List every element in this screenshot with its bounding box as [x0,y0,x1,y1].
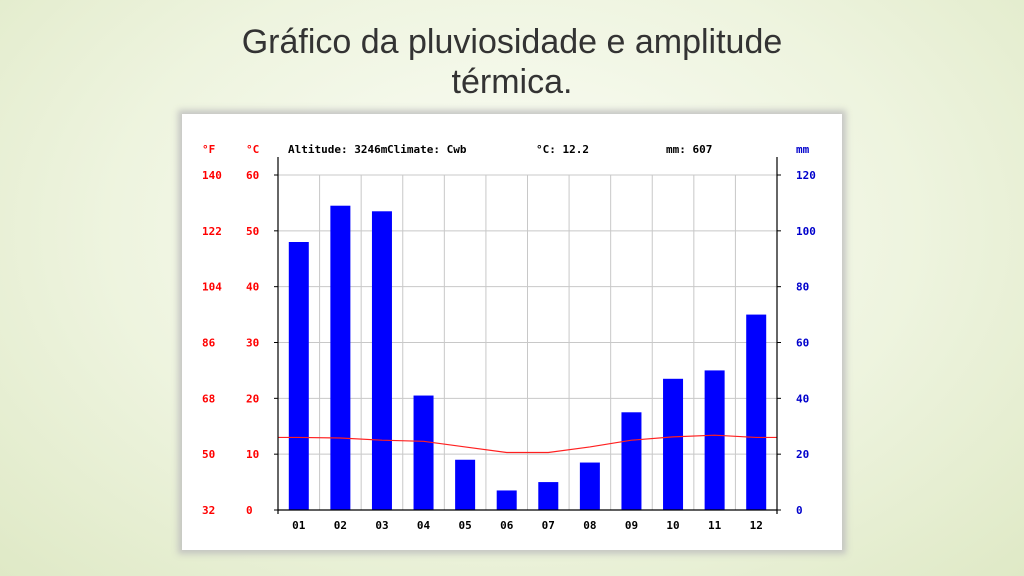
month-label: 07 [542,519,555,532]
rain-bar [455,459,476,510]
tick-label-mm: 100 [796,225,816,238]
tick-label-mm: 40 [796,392,809,405]
temperature-line [278,434,777,454]
tick-label-mm: 0 [796,504,803,517]
unit-celsius: °C [246,143,259,156]
month-label: 06 [500,519,514,532]
header-altitude: Altitude: 3246m [288,143,388,156]
tick-label-c: 0 [246,504,253,517]
tick-label-mm: 80 [796,281,809,294]
month-label: 04 [417,519,431,532]
rain-bar [746,314,767,510]
rain-bar [288,242,309,510]
rain-bar [704,370,725,510]
rain-bar [663,378,684,510]
month-label: 03 [375,519,388,532]
month-label: 09 [625,519,638,532]
tick-label-mm: 20 [796,448,809,461]
month-label: 02 [334,519,347,532]
tick-label-mm: 120 [796,169,816,182]
month-label: 11 [708,519,722,532]
rain-bar [330,205,351,510]
tick-label-c: 40 [246,281,259,294]
header-climate: Climate: Cwb [387,143,467,156]
tick-label-f: 68 [202,392,215,405]
tick-label-f: 32 [202,504,215,517]
title-line-1: Gráfico da pluviosidade e amplitude [241,23,783,61]
tick-label-f: 86 [202,337,216,350]
tick-label-mm: 60 [796,337,809,350]
rain-bar [371,211,392,510]
tick-label-c: 30 [246,337,259,350]
slide-title: Gráfico da pluviosidade e amplitude térm… [0,22,1024,102]
header-rainfall: mm: 607 [666,143,712,156]
rain-bar [413,395,434,510]
month-label: 08 [583,519,596,532]
tick-label-f: 50 [202,448,215,461]
unit-mm: mm [796,143,810,156]
tick-label-f: 140 [202,169,222,182]
chart-frame: 140 60 120 122 50 100 104 40 80 86 30 60 68 20 40 50 10 2… [182,114,842,550]
unit-fahrenheit: °F [202,143,215,156]
month-label: 01 [292,519,306,532]
header-temperature: °C: 12.2 [536,143,589,156]
month-label: 12 [750,519,763,532]
tick-label-c: 10 [246,448,259,461]
month-label: 10 [666,519,679,532]
rain-bar [496,490,517,510]
tick-label-c: 60 [246,169,259,182]
rain-bar [621,412,642,510]
rain-bar [538,482,559,510]
tick-label-f: 104 [202,281,222,294]
month-label: 05 [459,519,472,532]
rain-bar [579,462,600,510]
tick-label-c: 50 [246,225,259,238]
tick-label-c: 20 [246,392,259,405]
tick-label-f: 122 [202,225,222,238]
title-line-2: térmica. [451,63,573,101]
